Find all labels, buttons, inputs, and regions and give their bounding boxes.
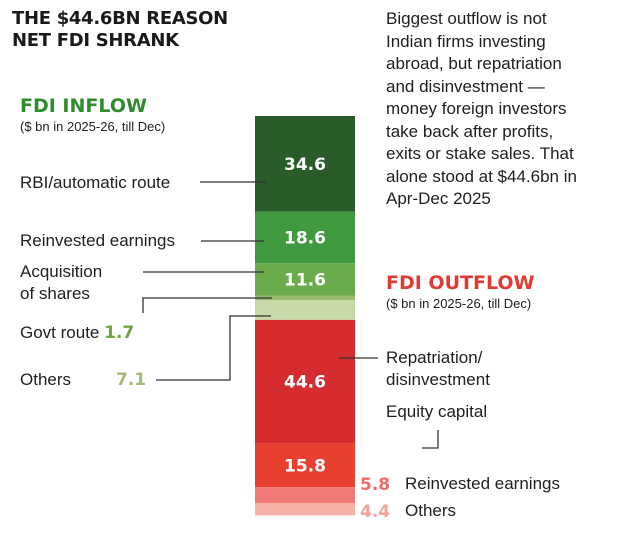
label-reinvested-earnings-out: Reinvested earnings	[405, 474, 560, 493]
bar-value-inflow-0: 34.6	[284, 155, 326, 175]
headline-line-1: THE $44.6BN REASON	[12, 8, 228, 29]
bar-value-inflow-2: 11.6	[284, 270, 326, 290]
label-line: disinvestment	[386, 370, 490, 389]
inflow-subtitle: ($ bn in 2025-26, till Dec)	[20, 119, 166, 134]
value-govt-route: 1.7	[104, 323, 135, 343]
headline: THE $44.6BN REASON NET FDI SHRANK	[12, 8, 312, 52]
label-line: Acquisition	[20, 262, 103, 281]
label-rbi-automatic-route: RBI/automatic route	[20, 173, 171, 192]
label-equity-capital: Equity capital	[386, 402, 488, 421]
bar-value-outflow-0: 44.6	[284, 373, 326, 393]
bar-segment-outflow-2	[255, 487, 355, 504]
bar-segment-inflow-2	[255, 263, 355, 296]
note-line: Biggest outflow is not	[386, 9, 547, 28]
note-line: take back after profits,	[386, 121, 554, 141]
bar-segment-outflow-0	[255, 319, 355, 444]
label-reinvested-earnings-in: Reinvested earnings	[20, 231, 175, 250]
leader-line-govt	[142, 297, 272, 313]
note-line: and disinvestment —	[386, 76, 545, 96]
label-others-in: Others	[20, 370, 72, 389]
note-line: exits or stake sales. That	[386, 144, 574, 163]
explanatory-note: Biggest outflow is not Indian firms inve…	[386, 8, 631, 211]
bar-segment-outflow-1	[255, 443, 355, 488]
note-line: money foreign investors	[386, 99, 567, 118]
label-govt-route-text: Govt route	[20, 323, 100, 342]
bar-segment-outflow-3	[255, 503, 355, 516]
value-reinvested-earnings-out: 5.8	[360, 475, 391, 495]
label-govt-route: Govt route 1.7	[20, 322, 134, 344]
value-others-out: 4.4	[360, 502, 391, 522]
leader-line-others-in	[156, 315, 271, 381]
outflow-subtitle: ($ bn in 2025-26, till Dec)	[386, 296, 532, 311]
bar-segment-inflow-3	[255, 295, 355, 301]
label-acquisition-of-shares: Acquisition of shares	[20, 261, 102, 305]
bar-value-outflow-1: 15.8	[284, 456, 326, 476]
label-line: of shares	[20, 284, 90, 303]
headline-line-2: NET FDI SHRANK	[12, 30, 179, 51]
value-others-in: 7.1	[116, 370, 147, 390]
label-line: Repatriation/	[386, 348, 483, 367]
bar-segment-inflow-1	[255, 211, 355, 264]
bar-value-inflow-1: 18.6	[284, 229, 326, 249]
outflow-title: FDI OUTFLOW	[386, 272, 535, 294]
bar-segment-inflow-4	[255, 300, 355, 320]
label-others-out: Others	[405, 501, 457, 520]
note-line: abroad, but repatriation	[386, 54, 562, 73]
note-line: alone stood at $44.6bn in	[386, 166, 577, 186]
label-repatriation-disinvestment: Repatriation/ disinvestment	[386, 347, 490, 391]
note-line: Indian firms investing	[386, 31, 546, 51]
note-line: Apr-Dec 2025	[386, 189, 491, 208]
inflow-title: FDI INFLOW	[20, 95, 147, 117]
bar-segment-inflow-0	[255, 116, 355, 212]
leader-line-equity-capital	[422, 430, 439, 449]
